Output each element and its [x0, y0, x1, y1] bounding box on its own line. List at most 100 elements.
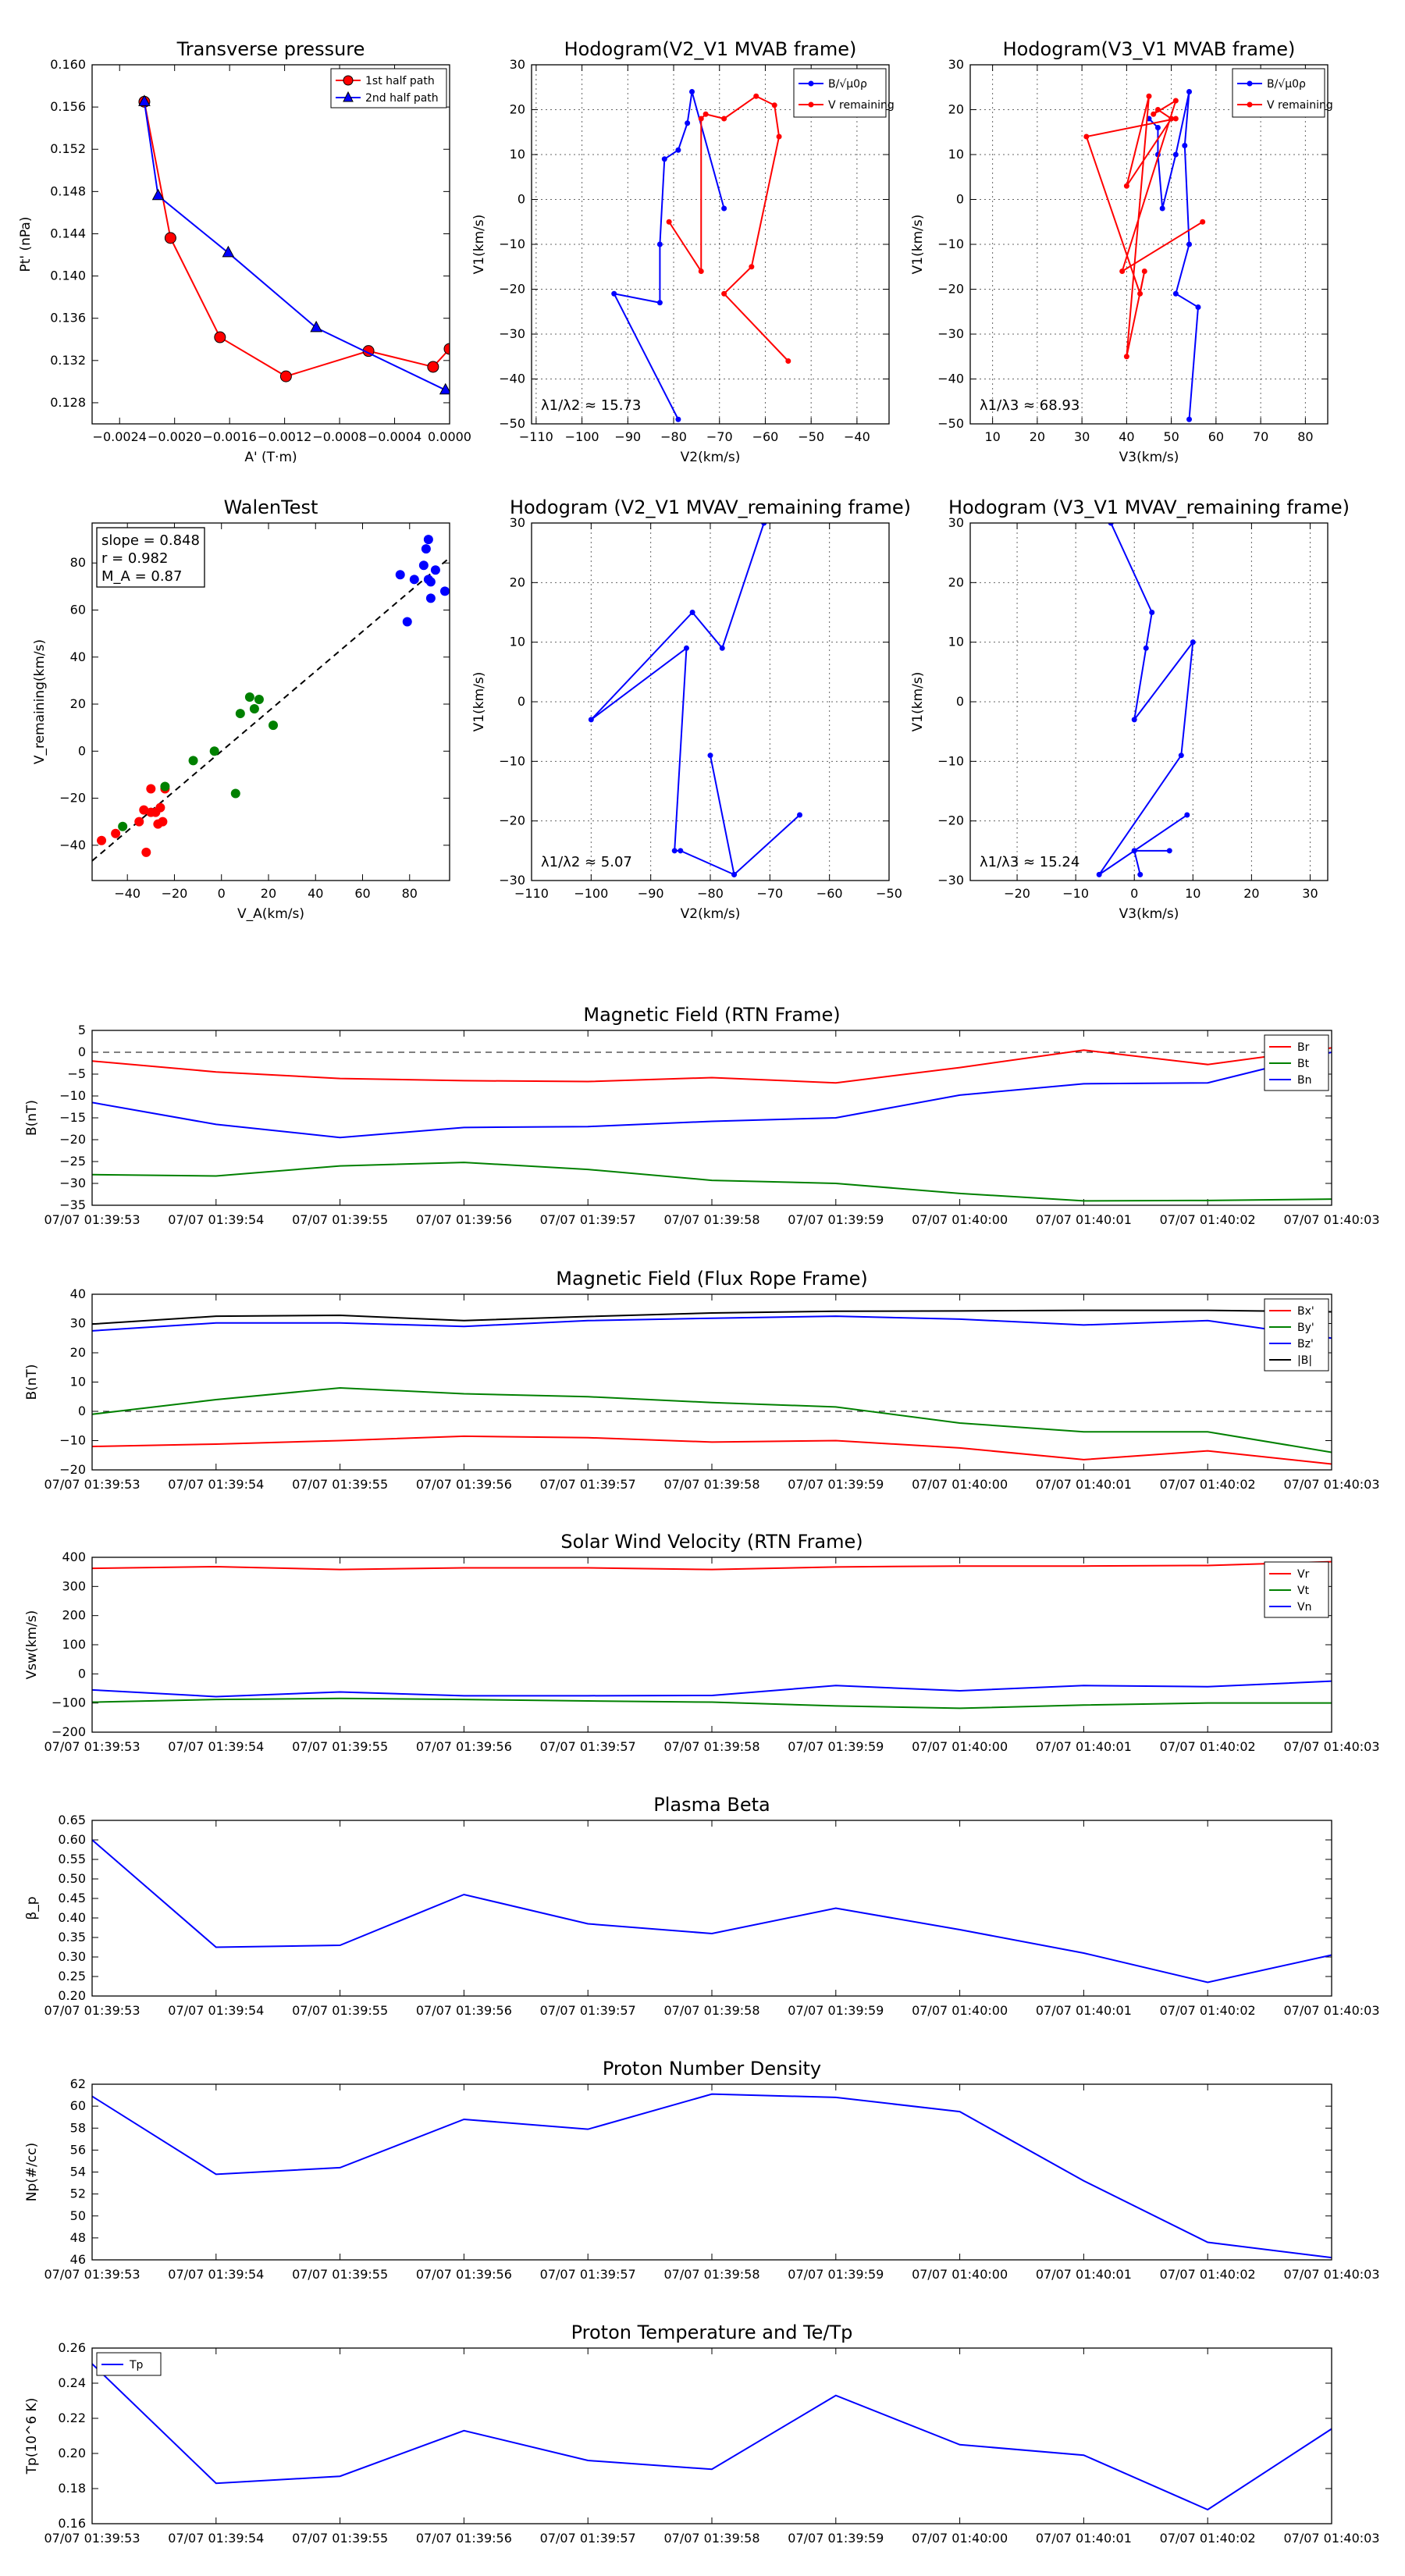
y-tick-label: 0.22 [58, 2411, 86, 2425]
y-tick-label: 10 [510, 147, 525, 162]
x-tick-label: 40 [308, 886, 323, 901]
data-point [675, 416, 681, 422]
data-point [425, 577, 436, 587]
data-point [1195, 304, 1201, 310]
data-point [683, 645, 689, 651]
time-tick-label: 07/07 01:39:56 [416, 2531, 512, 2546]
y-axis-label: V1(km/s) [910, 215, 926, 275]
y-tick-label: 60 [70, 2098, 86, 2113]
chart-title: Hodogram (V3_V1 MVAV_remaining frame) [948, 496, 1350, 518]
y-tick-label: −20 [59, 1462, 86, 1477]
chart-transverse-pressure: Transverse pressure −0.0024 −0.0020 −0.0016… [18, 38, 471, 465]
y-tick-label: 5 [78, 1023, 86, 1037]
data-point [1200, 219, 1206, 225]
x-tick-label: −110 [514, 886, 549, 901]
y-tick-label: 30 [510, 515, 525, 530]
x-tick-label: −0.0024 [93, 429, 147, 444]
legend-marker [343, 91, 354, 102]
x-tick-label: −110 [519, 429, 553, 444]
chart-beta: Plasma Beta 0.65 0.60 0.55 0.50 0.45 0.40 0.35 0… [24, 1794, 1380, 2018]
y-tick-label: 20 [948, 575, 964, 589]
time-tick-label: 07/07 01:39:58 [663, 1739, 759, 1754]
y-tick-label: 56 [70, 2142, 86, 2157]
y-tick-label: 0 [78, 1666, 86, 1681]
x-tick-label: −60 [816, 886, 843, 901]
data-point [1182, 143, 1188, 148]
y-tick-label: −40 [59, 838, 86, 852]
time-tick-label: 07/07 01:39:59 [788, 2003, 884, 2018]
y-tick-label: −50 [499, 416, 525, 431]
legend-marker [1247, 80, 1253, 87]
data-point [249, 704, 259, 714]
y-tick-label: −10 [59, 1088, 86, 1103]
y-tick-label: 0 [518, 192, 525, 207]
time-tick-label: 07/07 01:39:55 [292, 2531, 388, 2546]
y-tick-label: 400 [62, 1550, 86, 1564]
y-tick-label: 0 [78, 1404, 86, 1418]
data-point [151, 188, 165, 201]
time-tick-label: 07/07 01:40:01 [1036, 2267, 1132, 2282]
data-point [244, 692, 254, 702]
data-point [1154, 107, 1161, 112]
x-tick-label: 20 [261, 886, 276, 901]
x-tick-label: 0 [218, 886, 226, 901]
y-tick-label: 300 [62, 1578, 86, 1593]
legend-marker [808, 80, 814, 87]
plot-frame [91, 1293, 1332, 1471]
x-axis-label: V_A(km/s) [237, 906, 304, 922]
data-point [1186, 416, 1193, 422]
time-tick-label: 07/07 01:39:57 [540, 1477, 636, 1492]
time-tick-label: 07/07 01:39:57 [540, 2531, 636, 2546]
data-point [749, 264, 755, 270]
legend-label: By' [1297, 1322, 1314, 1334]
time-tick-label: 07/07 01:39:54 [168, 2003, 264, 2018]
series-line-Bz' [92, 1315, 1332, 1340]
x-tick-label: −80 [697, 886, 724, 901]
chart-title: Magnetic Field (RTN Frame) [583, 1004, 840, 1026]
data-point [409, 575, 419, 585]
chart-title: Plasma Beta [653, 1794, 770, 1816]
y-tick-label: 0.55 [58, 1852, 86, 1866]
data-point [671, 848, 678, 854]
y-tick-label: 46 [70, 2252, 86, 2267]
chart-np: Proton Number Density 62 60 58 56 54 52 50 48 46 N… [24, 2058, 1380, 2282]
y-tick-label: 48 [70, 2230, 86, 2245]
data-point [97, 835, 107, 845]
y-tick-label: 100 [62, 1637, 86, 1652]
x-tick-label: −100 [574, 886, 608, 901]
plot-frame [969, 64, 1329, 425]
legend-label: B/√μ0ρ [828, 78, 867, 91]
y-tick-label: 0.128 [50, 395, 86, 410]
data-point [1131, 717, 1137, 723]
y-tick-label: 20 [510, 102, 525, 117]
data-point [230, 788, 240, 799]
data-point [719, 645, 725, 651]
x-axis-label: V2(km/s) [681, 450, 741, 465]
x-axis-label: V3(km/s) [1119, 906, 1179, 922]
data-point [164, 232, 176, 244]
y-tick-label: 20 [510, 575, 525, 589]
y-tick-label: −200 [52, 1724, 86, 1739]
chart-hod1: Hodogram(V2_V1 MVAB frame)−110 −100 −90 −80… [471, 38, 895, 465]
time-tick-label: 07/07 01:39:53 [44, 2003, 140, 2018]
legend-label: Br [1297, 1041, 1310, 1054]
time-tick-label: 07/07 01:39:54 [168, 1212, 264, 1227]
data-point [1172, 290, 1179, 297]
chart-hod4: Hodogram (V3_V1 MVAV_remaining frame) −20… [910, 496, 1350, 922]
data-point [721, 290, 727, 297]
y-tick-label: −20 [499, 813, 525, 828]
data-point [1123, 183, 1129, 189]
x-tick-label: 0.0000 [428, 429, 471, 444]
data-point [797, 812, 802, 818]
data-point [1159, 205, 1165, 212]
plot-frame [91, 64, 450, 425]
time-tick-label: 07/07 01:40:03 [1283, 1739, 1379, 1754]
time-tick-label: 07/07 01:39:53 [44, 1739, 140, 1754]
data-point [425, 593, 436, 603]
y-tick-label: 0.20 [58, 2446, 86, 2460]
data-point [698, 116, 704, 122]
x-tick-label: 50 [1163, 429, 1179, 444]
legend-marker [808, 101, 814, 108]
legend-label: Bt [1297, 1058, 1310, 1070]
time-tick-label: 07/07 01:40:02 [1160, 1739, 1256, 1754]
